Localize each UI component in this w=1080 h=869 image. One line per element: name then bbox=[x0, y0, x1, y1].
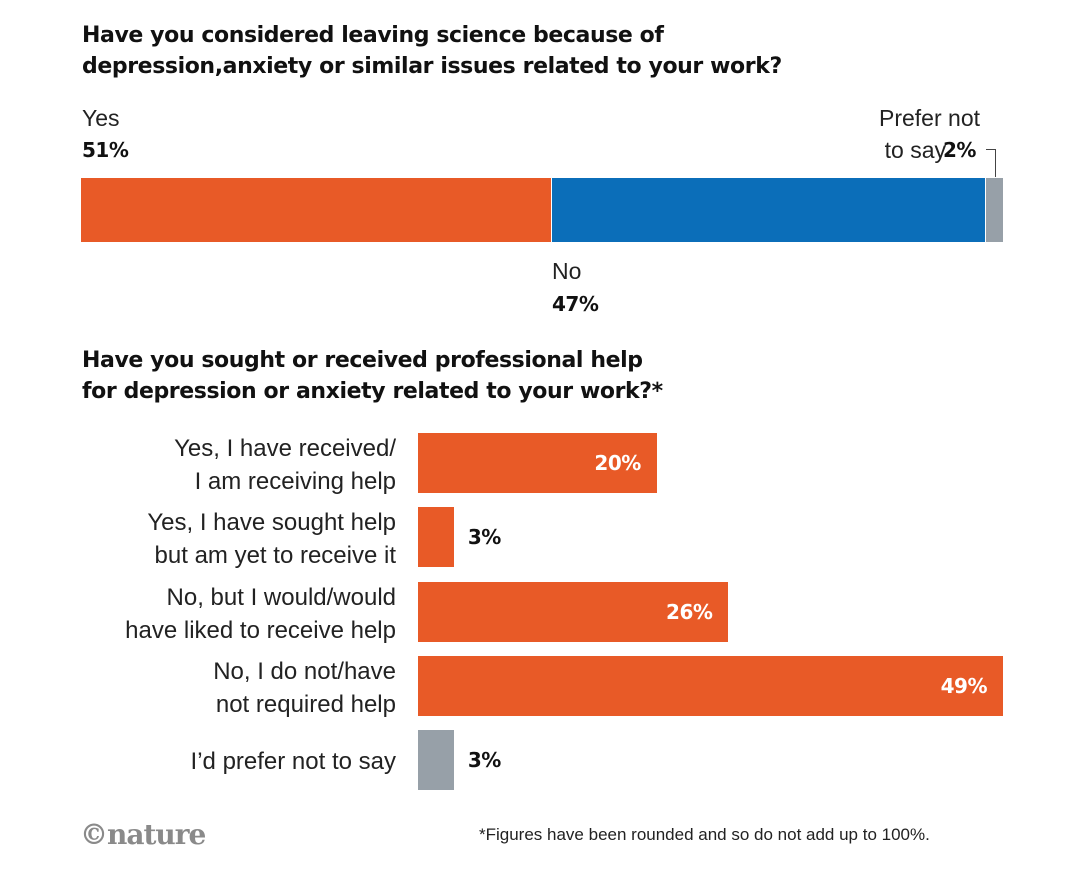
category-label: Yes, I have received/I am receiving help bbox=[60, 432, 396, 498]
prefer-not-value: 2% bbox=[943, 138, 976, 162]
category-label-line: Yes, I have sought help bbox=[147, 509, 396, 536]
chart1-title: Have you considered leaving science beca… bbox=[82, 20, 782, 82]
chart2-title: Have you sought or received professional… bbox=[82, 345, 663, 407]
category-label-line: Yes, I have received/ bbox=[174, 435, 396, 462]
bar-value-label: 26% bbox=[666, 600, 713, 624]
chart1-title-line: Have you considered leaving science beca… bbox=[82, 23, 664, 48]
category-label-line: No, I do not/have bbox=[213, 658, 396, 685]
category-label-line: I am receiving help bbox=[194, 468, 396, 495]
bar bbox=[418, 656, 1003, 716]
bar-value-label: 3% bbox=[467, 525, 501, 549]
category-label: No, but I would/would have liked to recei… bbox=[60, 581, 396, 647]
nature-logo: ©nature bbox=[80, 818, 206, 851]
prefer-not-label-line2: to say bbox=[884, 137, 946, 163]
bar bbox=[418, 433, 657, 493]
category-label-line: I’d prefer not to say bbox=[190, 748, 396, 775]
bar-value-label: 3% bbox=[467, 748, 501, 772]
category-label: I’d prefer not to say bbox=[60, 745, 396, 778]
bar bbox=[418, 507, 454, 567]
chart2-title-line: Have you sought or received professional… bbox=[82, 348, 643, 373]
chart2-title-line: for depression or anxiety related to you… bbox=[82, 379, 663, 404]
category-label: No, I do not/have not required help bbox=[60, 655, 396, 721]
category-label-line: have liked to receive help bbox=[125, 617, 396, 644]
bar-value-label: 20% bbox=[594, 451, 641, 475]
category-label-line: not required help bbox=[215, 691, 396, 718]
category-label: Yes, I have sought help but am yet to rec… bbox=[60, 506, 396, 572]
category-label-line: No, but I would/would bbox=[166, 584, 396, 611]
bar-value-label: 49% bbox=[940, 674, 988, 698]
yes-value: 51% bbox=[82, 138, 129, 162]
footnote: *Figures have been rounded and so do not… bbox=[479, 825, 930, 844]
prefer-not-label-line1: Prefer not bbox=[879, 105, 980, 131]
bar bbox=[418, 730, 454, 790]
bar bbox=[418, 582, 729, 642]
stacked-bar-segment-no bbox=[551, 178, 985, 242]
yes-label: Yes bbox=[82, 105, 120, 131]
chart1-title-line: depression,anxiety or similar issues rel… bbox=[82, 54, 782, 79]
no-value: 47% bbox=[552, 292, 599, 316]
prefer-not-leader-line bbox=[986, 149, 996, 177]
stacked-bar-segment-yes bbox=[81, 178, 552, 242]
category-label-line: but am yet to receive it bbox=[154, 542, 396, 569]
stacked-bar-segment-prefer-not bbox=[984, 178, 1003, 242]
no-label: No bbox=[552, 258, 582, 284]
